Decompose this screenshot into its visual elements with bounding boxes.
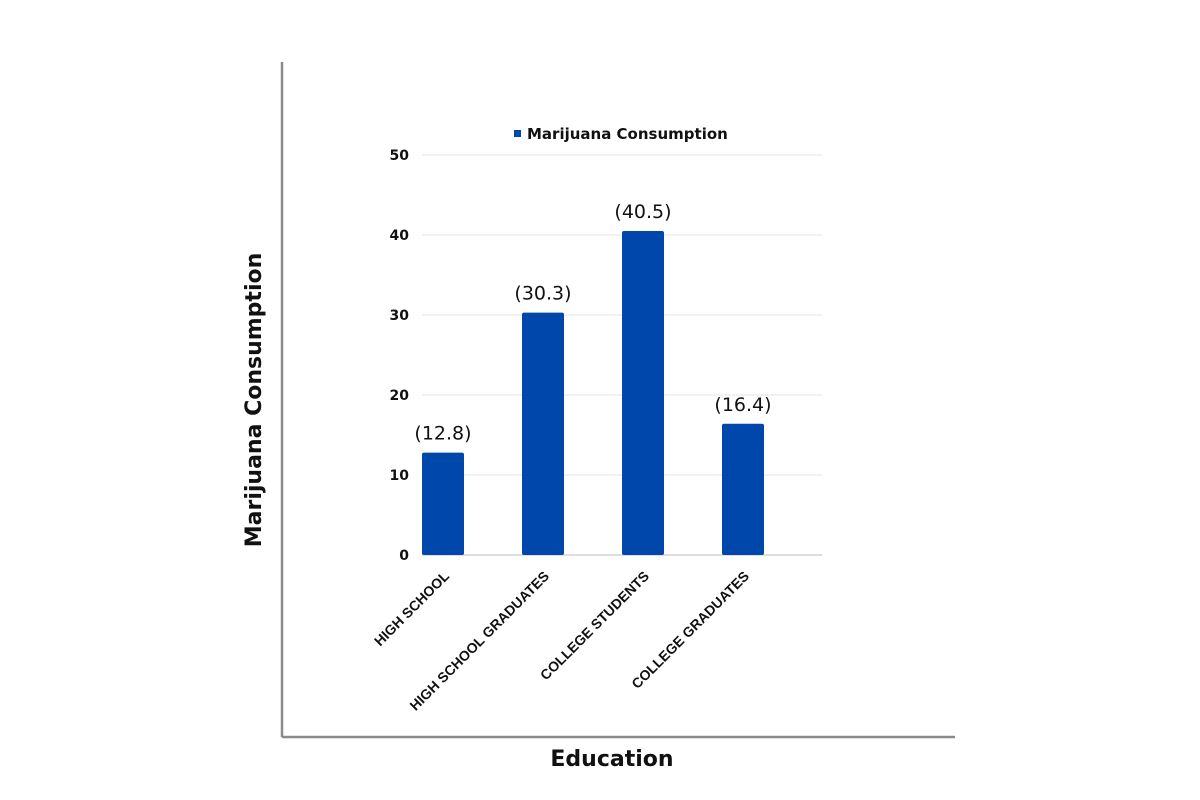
y-tick-label: 40 xyxy=(390,228,410,244)
y-tick-label: 30 xyxy=(390,308,410,324)
x-axis-title: Education xyxy=(550,747,673,772)
y-tick-label: 50 xyxy=(390,148,410,164)
bars xyxy=(422,231,764,555)
category-label: COLLEGE GRADUATES xyxy=(628,568,752,692)
bar xyxy=(422,452,464,555)
legend-label: Marijuana Consumption xyxy=(527,125,728,143)
data-label: (40.5) xyxy=(614,201,671,223)
bar xyxy=(522,312,564,555)
data-label: (12.8) xyxy=(414,423,471,445)
y-tick-label: 0 xyxy=(399,548,409,564)
y-tick-labels: 0 10 20 30 40 50 xyxy=(390,148,410,564)
legend: Marijuana Consumption xyxy=(514,125,728,143)
category-label: HIGH SCHOOL xyxy=(371,567,452,648)
bar xyxy=(722,423,764,555)
legend-swatch xyxy=(514,130,521,137)
y-tick-label: 20 xyxy=(390,388,410,404)
data-label: (16.4) xyxy=(714,394,771,416)
data-label: (30.3) xyxy=(514,283,571,305)
category-label: COLLEGE STUDENTS xyxy=(537,568,652,683)
y-axis-title: Marijuana Consumption xyxy=(242,253,267,548)
y-tick-label: 10 xyxy=(390,468,410,484)
bar xyxy=(622,231,664,555)
data-labels: (12.8) (30.3) (40.5) (16.4) xyxy=(414,201,771,445)
